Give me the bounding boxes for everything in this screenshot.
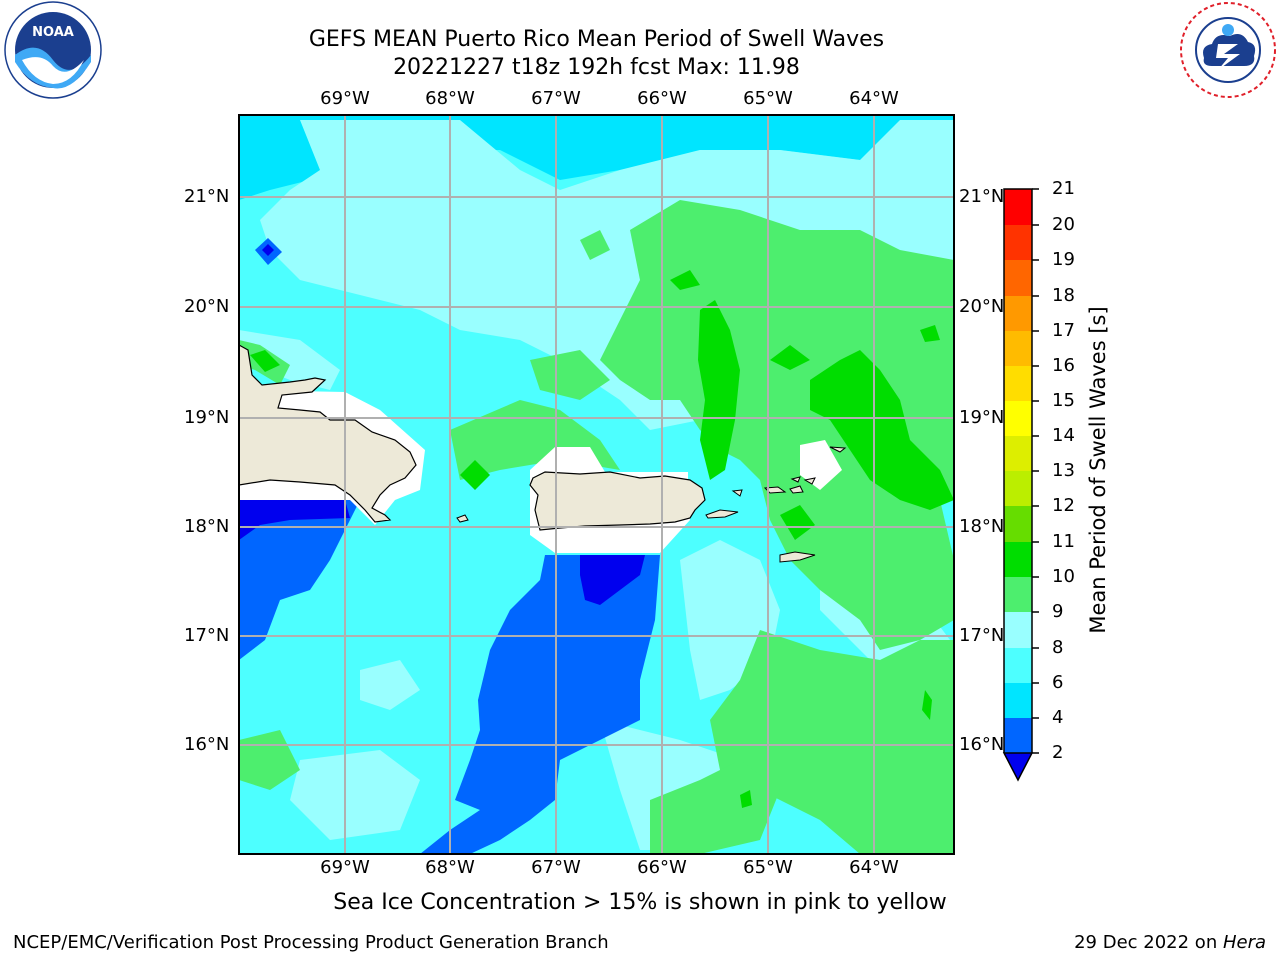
lon-label-top: 68°W xyxy=(425,88,475,109)
sea-ice-note: Sea Ice Concentration > 15% is shown in … xyxy=(333,890,947,915)
lon-label-top: 64°W xyxy=(849,88,899,109)
swell-period-field xyxy=(239,115,954,854)
lat-label-right: 16°N xyxy=(959,734,1005,755)
colorbar-tick-label: 16 xyxy=(1052,355,1075,376)
colorbar-tick-label: 14 xyxy=(1052,425,1075,446)
colorbar-tick-label: 13 xyxy=(1052,460,1075,481)
lat-label-right: 21°N xyxy=(959,186,1005,207)
colorbar xyxy=(1002,188,1039,782)
lon-label-top: 65°W xyxy=(743,88,793,109)
colorbar-tick-label: 2 xyxy=(1052,742,1064,763)
lon-label-bottom: 68°W xyxy=(425,857,475,878)
lon-label-top: 69°W xyxy=(320,88,370,109)
colorbar-tick-label: 10 xyxy=(1052,566,1075,587)
noaa-logo: NOAA xyxy=(4,1,102,99)
colorbar-title: Mean Period of Swell Waves [s] xyxy=(1086,306,1110,634)
lat-label-left: 21°N xyxy=(184,186,230,207)
map-frame xyxy=(238,114,955,855)
colorbar-tick-label: 15 xyxy=(1052,390,1075,411)
colorbar-tick-label: 8 xyxy=(1052,637,1064,658)
lon-label-bottom: 69°W xyxy=(320,857,370,878)
lat-label-left: 20°N xyxy=(184,296,230,317)
footer-date-text: 29 Dec 2022 on xyxy=(1074,932,1223,953)
map-title: GEFS MEAN Puerto Rico Mean Period of Swe… xyxy=(308,27,885,52)
lat-label-right: 17°N xyxy=(959,625,1005,646)
nws-logo xyxy=(1180,2,1276,98)
footer-host: Hera xyxy=(1222,932,1266,953)
colorbar-tick-label: 11 xyxy=(1052,531,1075,552)
lat-label-left: 19°N xyxy=(184,407,230,428)
map-subtitle: 20221227 t18z 192h fcst Max: 11.98 xyxy=(393,55,800,80)
colorbar-tick-label: 21 xyxy=(1052,178,1075,199)
lat-label-left: 17°N xyxy=(184,625,230,646)
lat-label-left: 18°N xyxy=(184,516,230,537)
colorbar-tick-label: 20 xyxy=(1052,214,1075,235)
footer-date: 29 Dec 2022 on Hera xyxy=(1074,932,1266,953)
colorbar-tick-label: 18 xyxy=(1052,285,1075,306)
colorbar-tick-label: 12 xyxy=(1052,495,1075,516)
lon-label-bottom: 65°W xyxy=(743,857,793,878)
lat-label-right: 19°N xyxy=(959,407,1005,428)
lat-label-right: 18°N xyxy=(959,516,1005,537)
lat-label-left: 16°N xyxy=(184,734,230,755)
colorbar-tick-label: 9 xyxy=(1052,601,1064,622)
lon-label-top: 66°W xyxy=(637,88,687,109)
lat-label-right: 20°N xyxy=(959,296,1005,317)
colorbar-tick-label: 19 xyxy=(1052,249,1075,270)
noaa-logo-text: NOAA xyxy=(32,25,74,40)
lon-label-bottom: 64°W xyxy=(849,857,899,878)
lon-label-bottom: 66°W xyxy=(637,857,687,878)
colorbar-tick-label: 6 xyxy=(1052,672,1064,693)
lon-label-bottom: 67°W xyxy=(531,857,581,878)
colorbar-tick-label: 17 xyxy=(1052,320,1075,341)
map-gridlines xyxy=(239,115,954,854)
colorbar-tick-label: 4 xyxy=(1052,707,1064,728)
lon-label-top: 67°W xyxy=(531,88,581,109)
footer-credit: NCEP/EMC/Verification Post Processing Pr… xyxy=(13,932,609,953)
